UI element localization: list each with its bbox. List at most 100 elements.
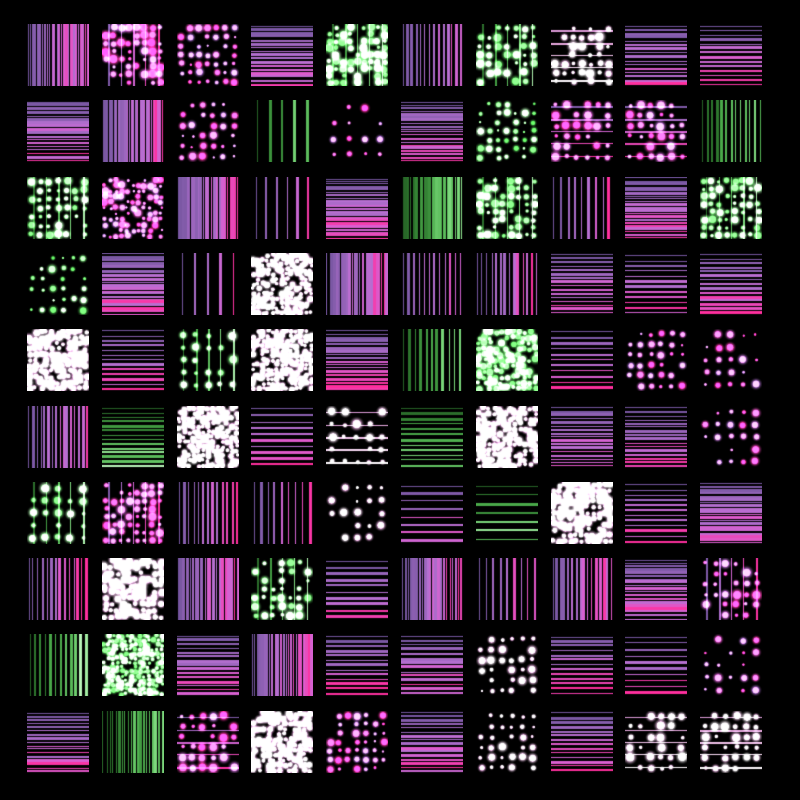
pattern-tile-r7-c1 [102, 558, 164, 620]
tile-canvas [326, 329, 388, 391]
tile-canvas [27, 253, 89, 315]
pattern-tile-r1-c1 [102, 100, 164, 162]
pattern-tile-r9-c9 [700, 711, 762, 773]
pattern-tile-r8-c1 [102, 634, 164, 696]
pattern-tile-r8-c4 [326, 634, 388, 696]
tile-canvas [326, 634, 388, 696]
pattern-tile-r2-c4 [326, 177, 388, 239]
pattern-tile-r5-c5 [401, 406, 463, 468]
tile-canvas [102, 253, 164, 315]
tile-canvas [326, 100, 388, 162]
tile-canvas [177, 406, 239, 468]
tile-canvas [625, 253, 687, 315]
pattern-tile-r3-c8 [625, 253, 687, 315]
tile-canvas [177, 24, 239, 86]
tile-canvas [27, 482, 89, 544]
pattern-tile-r6-c1 [102, 482, 164, 544]
tile-canvas [476, 634, 538, 696]
tile-canvas [700, 711, 762, 773]
tile-canvas [625, 406, 687, 468]
tile-canvas [551, 406, 613, 468]
tile-canvas [251, 711, 313, 773]
tile-canvas [700, 482, 762, 544]
pattern-tile-r3-c3 [251, 253, 313, 315]
tile-canvas [476, 100, 538, 162]
tile-canvas [251, 634, 313, 696]
tile-canvas [177, 482, 239, 544]
pattern-tile-r8-c6 [476, 634, 538, 696]
pattern-tile-r7-c5 [401, 558, 463, 620]
tile-canvas [476, 177, 538, 239]
pattern-tile-r8-c0 [27, 634, 89, 696]
pattern-tile-r2-c6 [476, 177, 538, 239]
pattern-tile-r6-c8 [625, 482, 687, 544]
tile-canvas [177, 177, 239, 239]
tile-canvas [177, 634, 239, 696]
pattern-tile-r1-c3 [251, 100, 313, 162]
pattern-tile-r5-c0 [27, 406, 89, 468]
tile-canvas [476, 406, 538, 468]
tile-canvas [326, 253, 388, 315]
pattern-tile-r0-c2 [177, 24, 239, 86]
tile-canvas [625, 100, 687, 162]
pattern-tile-r5-c3 [251, 406, 313, 468]
tile-canvas [700, 100, 762, 162]
pattern-tile-r9-c8 [625, 711, 687, 773]
pattern-tile-r0-c7 [551, 24, 613, 86]
pattern-tile-r6-c3 [251, 482, 313, 544]
pattern-tile-r6-c7 [551, 482, 613, 544]
tile-canvas [102, 24, 164, 86]
pattern-tile-r2-c0 [27, 177, 89, 239]
pattern-tile-r4-c1 [102, 329, 164, 391]
pattern-tile-r0-c1 [102, 24, 164, 86]
tile-canvas [625, 634, 687, 696]
pattern-tile-r9-c4 [326, 711, 388, 773]
pattern-tile-r4-c2 [177, 329, 239, 391]
tile-canvas [102, 634, 164, 696]
tile-canvas [326, 482, 388, 544]
tile-canvas [625, 558, 687, 620]
tile-canvas [27, 329, 89, 391]
tile-canvas [700, 24, 762, 86]
pattern-tile-r1-c8 [625, 100, 687, 162]
pattern-tile-r5-c7 [551, 406, 613, 468]
pattern-tile-r5-c6 [476, 406, 538, 468]
tile-canvas [551, 24, 613, 86]
tile-canvas [625, 711, 687, 773]
tile-canvas [401, 711, 463, 773]
pattern-tile-r9-c5 [401, 711, 463, 773]
pattern-tile-r4-c3 [251, 329, 313, 391]
tile-canvas [401, 634, 463, 696]
pattern-tile-r2-c2 [177, 177, 239, 239]
tile-canvas [476, 558, 538, 620]
pattern-tile-r1-c2 [177, 100, 239, 162]
pattern-tile-r8-c2 [177, 634, 239, 696]
tile-canvas [251, 406, 313, 468]
tile-canvas [102, 406, 164, 468]
tile-canvas [102, 482, 164, 544]
tile-canvas [326, 406, 388, 468]
tile-canvas [401, 253, 463, 315]
tile-canvas [551, 253, 613, 315]
tile-canvas [102, 558, 164, 620]
pattern-tile-r9-c1 [102, 711, 164, 773]
pattern-tile-r7-c6 [476, 558, 538, 620]
tile-canvas [625, 329, 687, 391]
tile-canvas [177, 100, 239, 162]
pattern-tile-r8-c8 [625, 634, 687, 696]
pattern-tile-r0-c4 [326, 24, 388, 86]
pattern-tile-r8-c5 [401, 634, 463, 696]
tile-canvas [551, 177, 613, 239]
pattern-tile-r5-c9 [700, 406, 762, 468]
pattern-tile-r1-c0 [27, 100, 89, 162]
pattern-tile-r5-c8 [625, 406, 687, 468]
tile-canvas [476, 329, 538, 391]
tile-canvas [326, 177, 388, 239]
tile-canvas [625, 177, 687, 239]
pattern-tile-r6-c6 [476, 482, 538, 544]
pattern-tile-r2-c3 [251, 177, 313, 239]
tile-canvas [625, 24, 687, 86]
tile-canvas [102, 177, 164, 239]
pattern-tile-r7-c9 [700, 558, 762, 620]
tile-canvas [700, 253, 762, 315]
